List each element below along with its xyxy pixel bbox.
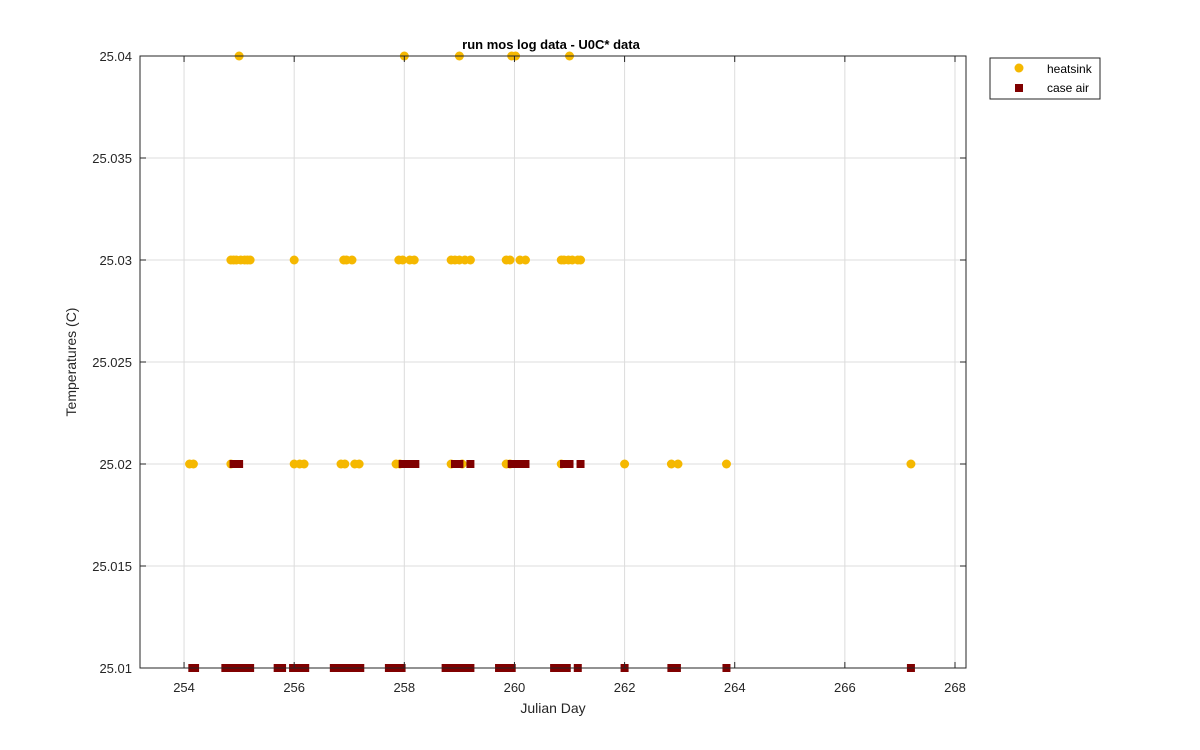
point-heatsink bbox=[520, 255, 530, 265]
x-tick-label: 262 bbox=[614, 680, 636, 695]
point-heatsink bbox=[409, 255, 419, 265]
point-case-air bbox=[411, 460, 420, 468]
point-case-air bbox=[229, 460, 238, 468]
x-tick-label: 254 bbox=[173, 680, 195, 695]
point-heatsink bbox=[188, 459, 198, 469]
point-heatsink bbox=[505, 255, 515, 265]
point-case-air bbox=[507, 460, 516, 468]
point-heatsink bbox=[289, 255, 299, 265]
y-tick-label: 25.04 bbox=[99, 49, 132, 64]
y-tick-label: 25.02 bbox=[99, 457, 132, 472]
point-heatsink bbox=[721, 459, 731, 469]
y-tick-label: 25.03 bbox=[99, 253, 132, 268]
point-heatsink bbox=[620, 459, 630, 469]
legend-label-heatsink: heatsink bbox=[1047, 62, 1093, 76]
y-axis-label: Temperatures (C) bbox=[63, 308, 79, 417]
x-tick-label: 264 bbox=[724, 680, 746, 695]
point-case-air bbox=[576, 460, 585, 468]
point-heatsink bbox=[465, 255, 475, 265]
x-tick-label: 266 bbox=[834, 680, 856, 695]
point-heatsink bbox=[673, 459, 683, 469]
point-heatsink bbox=[576, 255, 586, 265]
point-heatsink bbox=[340, 459, 350, 469]
point-case-air bbox=[450, 460, 459, 468]
point-heatsink bbox=[906, 459, 916, 469]
point-heatsink bbox=[398, 255, 408, 265]
legend: heatsink case air bbox=[989, 57, 1101, 100]
legend-marker-case-air bbox=[1015, 84, 1023, 92]
point-case-air bbox=[455, 460, 464, 468]
y-tick-label: 25.035 bbox=[92, 151, 132, 166]
point-case-air bbox=[398, 460, 407, 468]
point-case-air bbox=[560, 460, 569, 468]
x-tick-label: 258 bbox=[393, 680, 415, 695]
point-case-air bbox=[565, 460, 574, 468]
point-heatsink bbox=[354, 459, 364, 469]
y-tick-label: 25.015 bbox=[92, 559, 132, 574]
point-case-air bbox=[517, 460, 526, 468]
x-axis-label: Julian Day bbox=[520, 700, 585, 716]
y-tick-label: 25.01 bbox=[99, 661, 132, 676]
x-tick-label: 268 bbox=[944, 680, 966, 695]
x-tick-label: 260 bbox=[504, 680, 526, 695]
point-case-air bbox=[466, 460, 475, 468]
grid-lines bbox=[140, 55, 966, 669]
ticks: 254 256 258 260 262 264 266 268 25.01 25.015 25.02… bbox=[92, 49, 966, 695]
point-heatsink bbox=[299, 459, 309, 469]
point-case-air bbox=[521, 460, 530, 468]
x-tick-label: 256 bbox=[283, 680, 305, 695]
point-heatsink bbox=[245, 255, 255, 265]
point-case-air bbox=[235, 460, 244, 468]
chart-title: run mos log data - U0C* data bbox=[462, 37, 640, 52]
y-tick-label: 25.025 bbox=[92, 355, 132, 370]
point-heatsink bbox=[347, 255, 357, 265]
point-heatsink bbox=[666, 459, 676, 469]
legend-box bbox=[989, 57, 1101, 100]
legend-marker-heatsink bbox=[1014, 63, 1024, 73]
point-case-air bbox=[406, 460, 415, 468]
legend-label-case-air: case air bbox=[1047, 81, 1089, 95]
